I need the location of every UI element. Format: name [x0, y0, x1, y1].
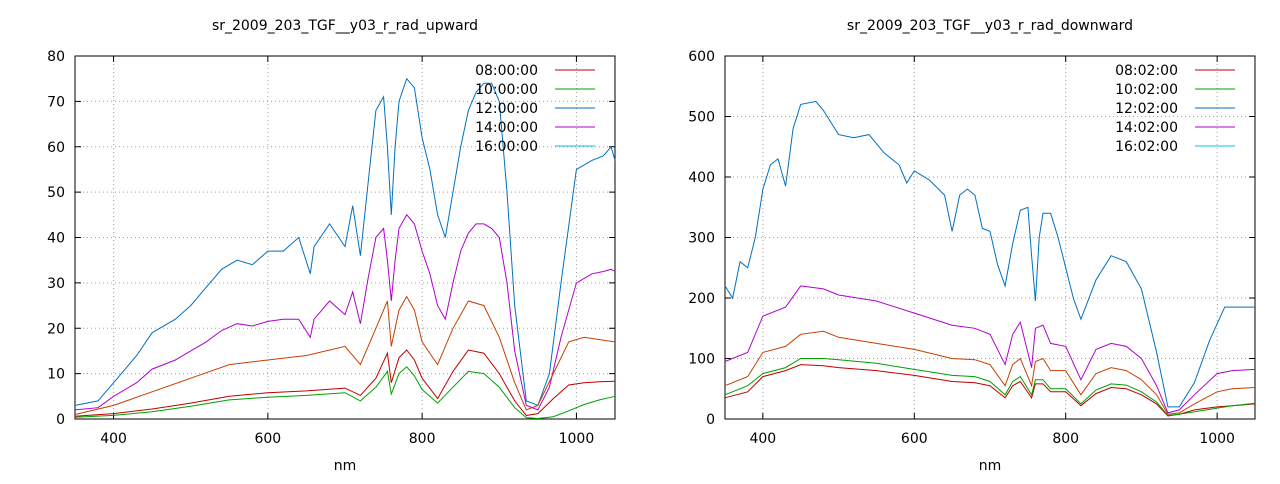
chart-title: sr_2009_203_TGF__y03_r_rad_upward	[212, 18, 478, 34]
legend-label-2: 10:00:00	[475, 82, 538, 98]
series-line-2	[724, 358, 1256, 416]
x-tick-label: 800	[1052, 431, 1079, 447]
legend-label-5: 16:02:00	[1115, 139, 1178, 155]
chart-2: sr_2009_203_TGF__y03_r_rad_downward 0 100 2…	[688, 18, 1256, 474]
legend-label-4: 14:02:00	[1115, 120, 1178, 136]
series-line-1	[724, 364, 1256, 417]
legend-label-4: 14:00:00	[475, 120, 538, 136]
legend-label-1: 08:00:00	[475, 63, 538, 79]
chart-title: sr_2009_203_TGF__y03_r_rad_downward	[847, 18, 1133, 34]
y-tick-label: 80	[47, 49, 65, 65]
series-line-3	[724, 100, 1255, 408]
y-tick-label: 20	[47, 321, 65, 337]
y-tick-label: 70	[47, 94, 65, 110]
y-tick-label: 400	[688, 170, 715, 186]
y-tick-label: 600	[688, 49, 715, 65]
legend-label-3: 12:00:00	[475, 101, 538, 117]
series-line-3	[74, 77, 616, 407]
x-tick-label: 600	[254, 431, 281, 447]
series-line-2	[74, 366, 616, 420]
y-tick-label: 10	[47, 367, 65, 383]
series-line-6	[724, 330, 1256, 415]
series-line-4	[74, 213, 616, 411]
x-axis-label: nm	[979, 458, 1002, 474]
x-tick-label: 600	[901, 431, 928, 447]
y-tick-label: 300	[688, 231, 715, 247]
y-tick-label: 0	[706, 412, 715, 428]
legend-label-5: 16:00:00	[475, 139, 538, 155]
x-tick-label: 400	[100, 431, 127, 447]
x-tick-label: 1000	[1199, 431, 1235, 447]
y-tick-label: 500	[688, 110, 715, 126]
x-tick-label: 800	[409, 431, 436, 447]
series-line-1	[74, 349, 616, 417]
y-tick-label: 0	[56, 412, 65, 428]
legend-label-1: 08:02:00	[1115, 63, 1178, 79]
y-tick-label: 40	[47, 231, 65, 247]
x-tick-label: 400	[749, 431, 776, 447]
y-tick-label: 100	[688, 352, 715, 368]
series-line-6	[74, 295, 616, 415]
legend-label-3: 12:02:00	[1115, 101, 1178, 117]
series-line-4	[724, 285, 1256, 414]
chart-1: sr_2009_203_TGF__y03_r_rad_upward 0 10 20 30…	[47, 18, 616, 474]
x-tick-label: 1000	[559, 431, 595, 447]
y-tick-label: 30	[47, 276, 65, 292]
y-tick-label: 200	[688, 291, 715, 307]
y-tick-label: 50	[47, 185, 65, 201]
x-axis-label: nm	[334, 458, 357, 474]
legend-label-2: 10:02:00	[1115, 82, 1178, 98]
y-tick-label: 60	[47, 140, 65, 156]
